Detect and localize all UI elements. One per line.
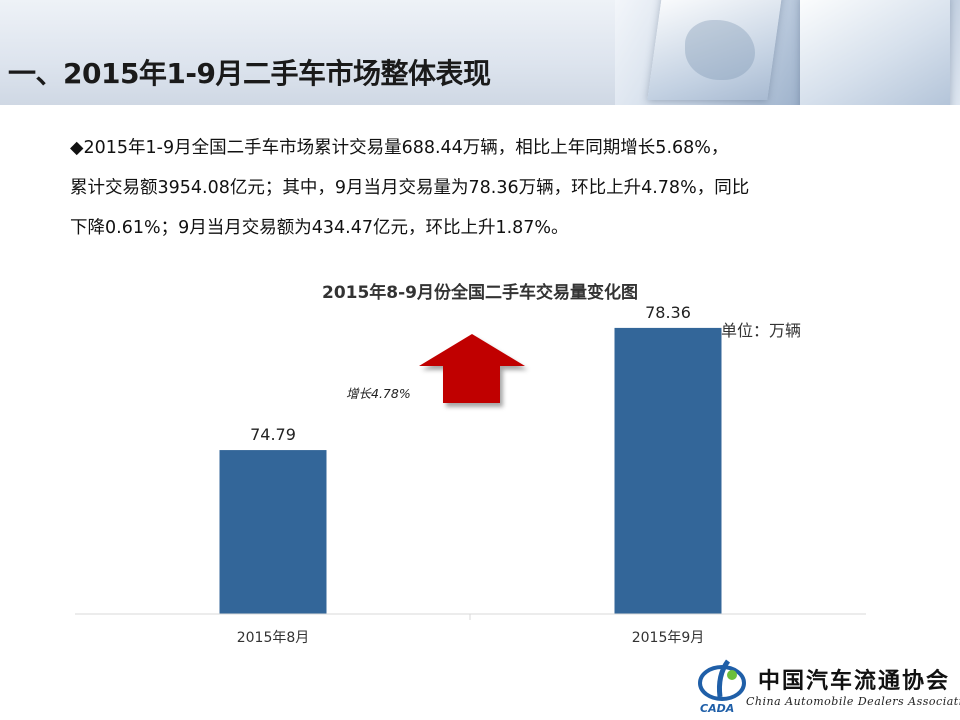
cada-logo-mark: CADA: [698, 659, 746, 715]
unit-label: 单位：万辆: [721, 321, 802, 340]
data-label: 78.36: [645, 303, 691, 322]
chart-title: 2015年8-9月份全国二手车交易量变化图: [321, 283, 639, 303]
svg-text:CADA: CADA: [700, 702, 734, 715]
bar: [614, 327, 722, 614]
logo-chinese-name: 中国汽车流通协会: [758, 668, 951, 694]
decorative-map-shape: [685, 20, 755, 80]
header-banner: [0, 0, 960, 105]
summary-line: 下降0.61%；9月当月交易额为434.47亿元，环比上升1.87%。: [70, 218, 569, 238]
data-label: 74.79: [250, 425, 296, 444]
x-tick-label: 2015年9月: [632, 630, 705, 646]
page-title: 一、2015年1-9月二手车市场整体表现: [8, 57, 491, 90]
decorative-cube: [800, 0, 950, 105]
summary-paragraph: ◆2015年1-9月全国二手车市场累计交易量688.44万辆，相比上年同期增长5…: [70, 128, 900, 248]
up-arrow-icon: [419, 334, 525, 403]
summary-line: 累计交易额3954.08亿元；其中，9月当月交易量为78.36万辆，环比上升4.…: [70, 178, 750, 198]
header-decoration: [615, 0, 960, 105]
bar: [219, 450, 327, 614]
cada-logo: CADA 中国汽车流通协会 China Automobile Dealers A…: [698, 655, 960, 715]
summary-line: ◆2015年1-9月全国二手车市场累计交易量688.44万辆，相比上年同期增长5…: [70, 138, 729, 158]
logo-english-name: China Automobile Dealers Association: [746, 695, 960, 708]
x-tick-label: 2015年8月: [237, 630, 310, 646]
growth-annotation: 增长4.78%: [346, 386, 411, 401]
